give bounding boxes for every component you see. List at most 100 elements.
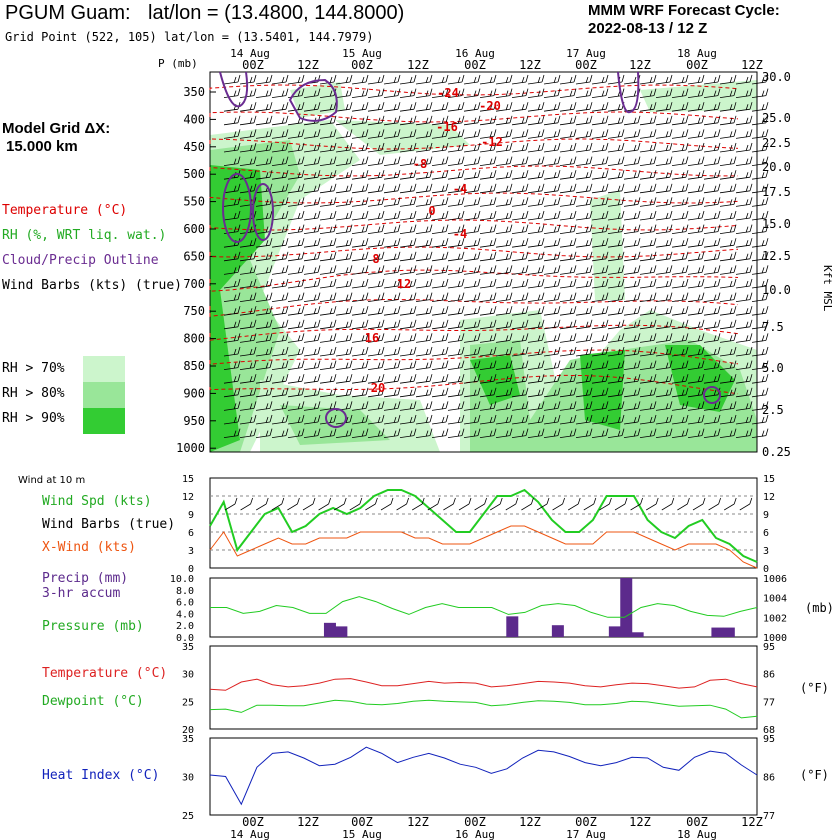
precip-bar [551,625,564,637]
rh-shade-region [210,165,265,452]
wind-barb [719,74,737,85]
wind-barb [367,115,385,126]
wind-barb [383,170,401,180]
wind-barb [495,224,513,234]
wind-barb [335,129,353,139]
wind-barb [703,210,721,221]
wind-barb [399,360,417,370]
heat-f-unit-label: (°F) [800,768,829,782]
wind-barb [687,251,705,262]
temp-f-tick-label: 86 [763,670,775,681]
wind-barb [415,74,433,85]
wind-barb [495,292,513,302]
wind-barb [655,170,673,180]
wind-barb [351,102,369,112]
wind-tick-label-right: 0 [763,564,769,575]
wind-barb [271,183,289,194]
temperature-contour [209,349,739,365]
wind-barb [463,401,481,411]
surface-wind-barb [474,497,487,511]
wind-barb [351,401,369,411]
wind-barb [287,129,305,139]
wind-barb [415,88,433,98]
wind-barb [751,156,769,166]
wind-barb [735,224,753,234]
bottom-date-label: 14 Aug [230,828,270,840]
wind-barb [687,292,705,302]
temp-f-tick-label: 95 [763,642,775,653]
wind-barb [287,142,305,153]
wind-barb [735,197,753,207]
wind-barb [751,265,769,275]
wind-barb [367,183,385,194]
wind-barb [287,387,305,398]
wind-barb [223,346,241,357]
wind-barb [415,102,433,112]
wind-barb [367,292,385,302]
legend-swatch-rh90 [83,408,125,434]
wind-barb [223,401,241,411]
wind-barb [639,156,657,166]
wind-barb [591,129,609,139]
temperature-contour-label: -16 [436,120,458,134]
wind-barb [447,401,465,411]
wind-barb [415,224,433,234]
wind-barb [335,224,353,234]
wind-barb [543,251,561,262]
wind-barb [431,265,449,275]
wind-barb [351,129,369,139]
precip-bar [323,622,336,637]
wind-barb [495,414,513,425]
wind-barb [511,306,529,316]
wind-barb [415,210,433,221]
wind-barb [239,278,257,289]
legend-xwind: X-Wind (kts) [42,540,136,555]
wind-barb [335,278,353,289]
wind-barb [687,278,705,289]
wind-barb [575,278,593,289]
wind-barb [463,170,481,180]
wind-barb [575,360,593,370]
wind-barb [655,88,673,98]
wind-barb [591,319,609,330]
wind-barb [559,401,577,411]
wind-barb [335,387,353,398]
wind-barb [719,170,737,180]
wind-barb [319,129,337,139]
wind-barb [495,210,513,221]
legend-rh: RH (%, WRT liq. wat.) [2,228,167,243]
wind-barb [431,401,449,411]
wind-barb [303,387,321,398]
wind-barb [415,265,433,275]
wind-barb [639,346,657,357]
wind-barb [383,319,401,330]
wind-barb [527,88,545,98]
wind-barb [479,306,497,316]
wind-barb [575,183,593,194]
wind-barb [655,251,673,262]
wind-barb [495,74,513,85]
wind-barb [591,102,609,112]
wind-barb [463,292,481,302]
top-date-label: 18 Aug [677,47,717,60]
wind-barb [479,142,497,153]
wind-barb [671,346,689,357]
wind-barb [431,102,449,112]
wind-barb [447,129,465,139]
wind-barb [351,115,369,126]
wind-barb [623,333,641,343]
wind-barb [303,292,321,302]
wind-barb [383,224,401,234]
wind-barb [239,428,257,438]
wind-barb [639,102,657,112]
surface-wind-barb [427,497,441,511]
wind-barb [303,102,321,112]
wind-barb [751,129,769,139]
wind-barb [527,170,545,180]
wind-barb [559,292,577,302]
wind-barb [367,360,385,370]
wind-barb [511,74,529,85]
wind-barb [543,292,561,302]
wind-barb [319,346,337,357]
wind-barb [351,333,369,343]
